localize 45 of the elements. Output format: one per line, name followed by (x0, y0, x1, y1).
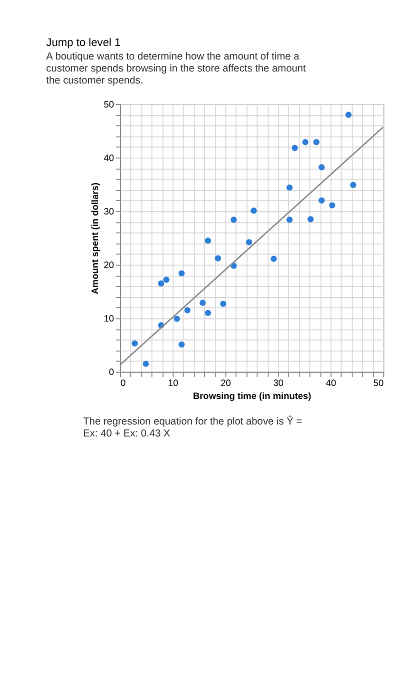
point (302, 139, 308, 146)
point (286, 184, 293, 191)
point (200, 300, 206, 306)
point (246, 239, 252, 246)
point (178, 341, 185, 348)
point (329, 202, 336, 208)
point (220, 300, 226, 307)
chart-subtitle: A boutique wants to determine how the amount of time a customer spends browsing in the store affects the amount the customer spends. (46, 52, 306, 87)
point (158, 280, 164, 287)
point (270, 256, 277, 262)
point (174, 316, 180, 322)
point (318, 164, 325, 170)
point (292, 144, 298, 152)
x-tick-label: 50 (373, 378, 384, 388)
point (313, 139, 320, 146)
point (230, 216, 237, 223)
point (142, 360, 149, 367)
point (286, 216, 293, 223)
point (345, 112, 352, 118)
text: The regression equation for the plot above is Ŷ = Ex: 40 + Ex: 0.43 X (83, 415, 302, 440)
point (184, 307, 191, 314)
x-tick-label: 30 (273, 378, 284, 388)
point (318, 197, 325, 204)
chart-title: Jump to level 1 (46, 36, 121, 49)
x-tick-label: 20 (220, 378, 231, 388)
point (350, 182, 356, 188)
point (307, 216, 314, 222)
y-tick-label: 30 (104, 206, 114, 216)
point (163, 276, 170, 283)
y-axis-title: Amount spent (in dollars) (90, 182, 100, 294)
y-tick-label: 40 (104, 152, 114, 163)
y-tick-label: 50 (104, 99, 114, 110)
x-tick-label: 10 (168, 378, 178, 388)
point (132, 340, 138, 347)
point (250, 208, 257, 214)
y-tick-label: 10 (104, 314, 114, 324)
y-tick-label: 0 (108, 367, 114, 378)
point (204, 238, 212, 244)
y-tick-label: 20 (104, 260, 114, 270)
point (178, 270, 185, 276)
x-tick-label: 40 (326, 378, 336, 388)
point (204, 310, 212, 316)
x-tick-label: 0 (120, 378, 126, 388)
x-axis-title: Browsing time (in minutes) (192, 391, 312, 402)
point (214, 255, 222, 262)
